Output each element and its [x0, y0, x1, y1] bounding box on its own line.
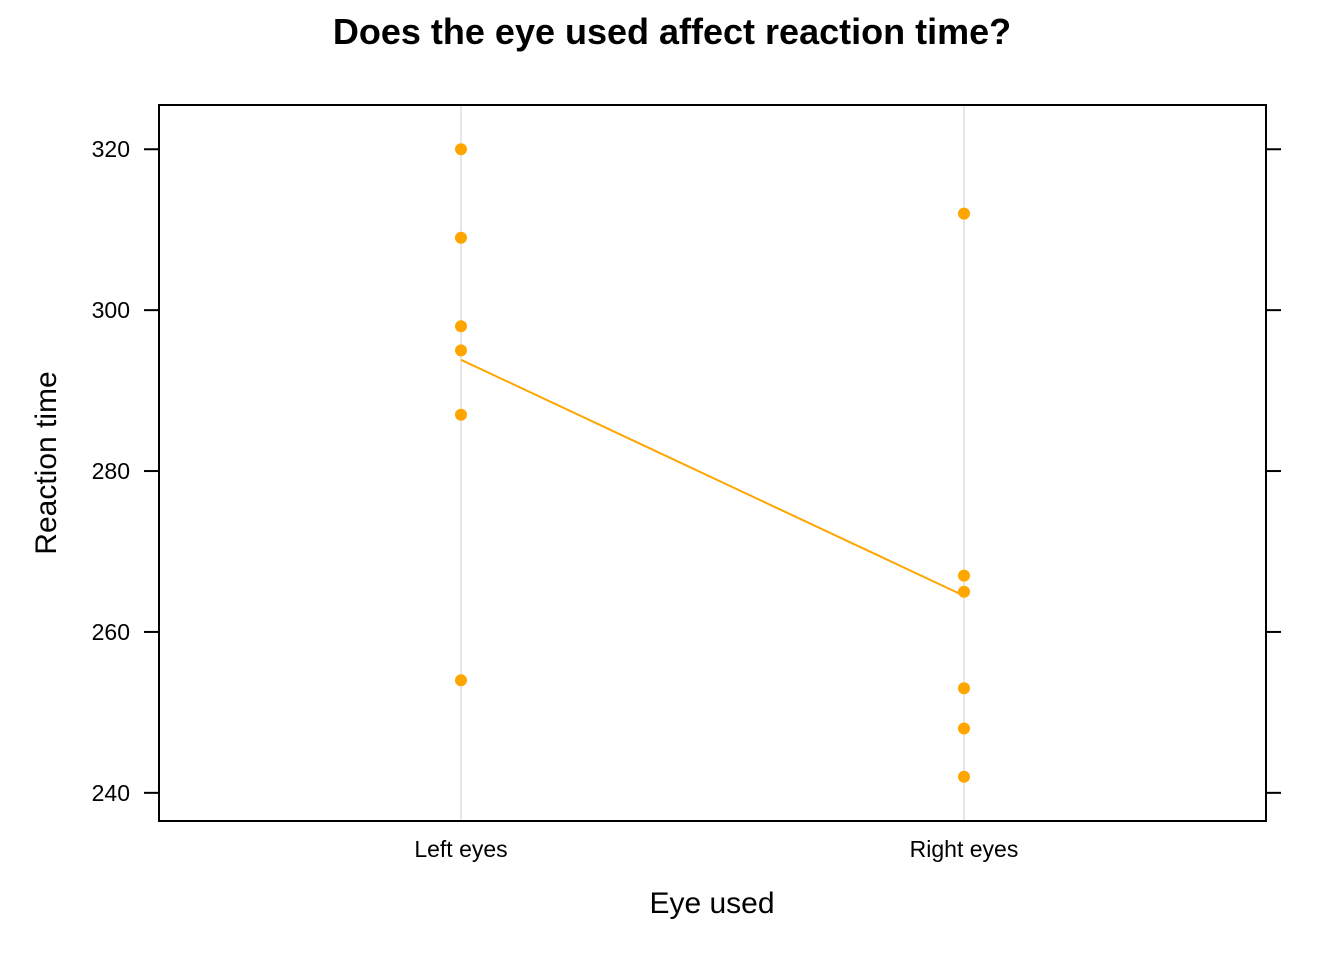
- y-tick-label-3: 280: [92, 458, 130, 484]
- y-tick-label-2: 260: [92, 619, 130, 645]
- x-tick-label-2: Right eyes: [910, 836, 1019, 862]
- data-point-10: [958, 682, 970, 695]
- x-axis-label: Eye used: [649, 887, 774, 920]
- y-tick-label-1: 240: [92, 780, 130, 806]
- y-axis-right: [1266, 148, 1281, 794]
- data-point-8: [958, 569, 970, 582]
- y-axis-left: 240 260 280 300 320: [92, 136, 159, 806]
- x-tick-label-1: Left eyes: [414, 836, 507, 862]
- grid-layer: [460, 105, 965, 821]
- chart-title: Does the eye used affect reaction time?: [333, 11, 1011, 52]
- y-tick-label-4: 300: [92, 297, 130, 323]
- data-point-9: [958, 585, 970, 598]
- data-point-12: [958, 770, 970, 783]
- mean-line-layer: [460, 358, 965, 597]
- data-point-5: [455, 408, 467, 421]
- plot-frame: [158, 104, 1267, 822]
- x-axis: Left eyes Right eyes: [414, 836, 1018, 862]
- points-layer: [455, 143, 970, 783]
- data-point-6: [455, 674, 467, 687]
- data-point-1: [455, 143, 467, 156]
- mean-line: [460, 358, 965, 597]
- data-point-3: [455, 320, 467, 333]
- data-point-11: [958, 722, 970, 735]
- data-point-2: [455, 231, 467, 244]
- data-point-7: [958, 207, 970, 220]
- y-axis-label: Reaction time: [30, 371, 63, 554]
- y-tick-label-5: 320: [92, 136, 130, 162]
- data-point-4: [455, 344, 467, 357]
